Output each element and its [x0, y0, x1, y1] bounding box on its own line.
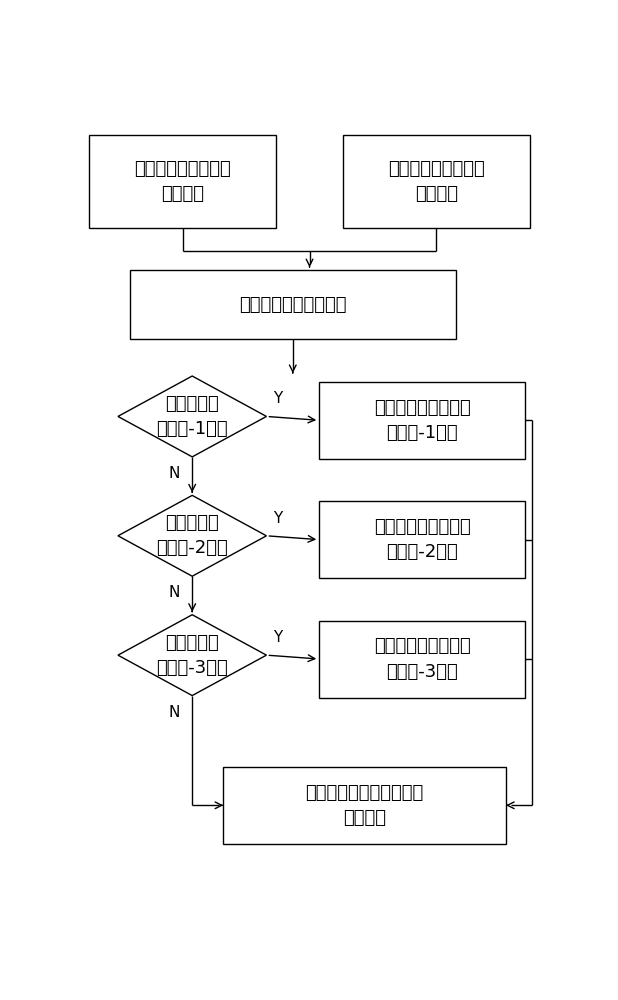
Text: Y: Y	[273, 511, 282, 526]
Polygon shape	[118, 615, 266, 696]
Text: N: N	[169, 585, 180, 600]
Text: N: N	[169, 705, 180, 720]
Text: 输入数据满
足模式-3要求: 输入数据满 足模式-3要求	[156, 634, 228, 677]
FancyBboxPatch shape	[319, 382, 525, 459]
FancyBboxPatch shape	[130, 270, 455, 339]
Text: 输入数据满
足模式-2要求: 输入数据满 足模式-2要求	[156, 514, 228, 557]
Text: 生成预报输入数据文件: 生成预报输入数据文件	[239, 296, 347, 314]
Text: Y: Y	[273, 391, 282, 406]
FancyBboxPatch shape	[89, 135, 276, 228]
Text: 基于神经网络方法的
子模式-3预报: 基于神经网络方法的 子模式-3预报	[374, 638, 470, 680]
Text: 读取并判断污染程度
初判结果: 读取并判断污染程度 初判结果	[388, 160, 485, 203]
Polygon shape	[118, 376, 266, 457]
Polygon shape	[118, 495, 266, 576]
FancyBboxPatch shape	[223, 767, 506, 844]
Text: Y: Y	[273, 630, 282, 645]
Text: 基于多元回归方法的
子模式-2预报: 基于多元回归方法的 子模式-2预报	[374, 518, 470, 561]
Text: 基于逐步回归方法的
子模式-1预报: 基于逐步回归方法的 子模式-1预报	[374, 399, 470, 442]
Text: 重污染多模式定量化预报
结果集成: 重污染多模式定量化预报 结果集成	[305, 784, 424, 827]
FancyBboxPatch shape	[319, 501, 525, 578]
Text: N: N	[169, 466, 180, 481]
Text: 读取并判断天气类型
识别结果: 读取并判断天气类型 识别结果	[134, 160, 231, 203]
FancyBboxPatch shape	[319, 620, 525, 698]
FancyBboxPatch shape	[343, 135, 530, 228]
Text: 输入数据满
足模式-1要求: 输入数据满 足模式-1要求	[156, 395, 228, 438]
